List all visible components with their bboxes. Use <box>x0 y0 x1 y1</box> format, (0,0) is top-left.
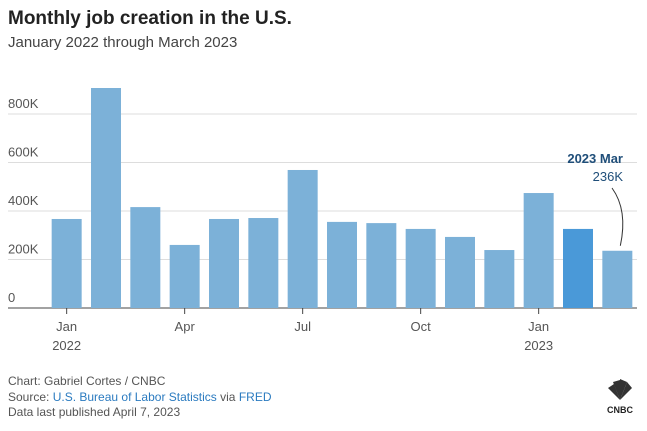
x-tick-label: Jan 2022 <box>52 319 81 353</box>
y-tick-label: 800K <box>8 96 39 111</box>
source-via: via <box>220 390 236 404</box>
value-label: 236K <box>593 169 624 184</box>
bar <box>523 193 554 308</box>
bar <box>366 223 397 308</box>
bar <box>51 218 82 308</box>
y-tick-label: 600K <box>8 144 39 159</box>
logo: CNBC <box>607 379 633 415</box>
source-prefix: Source: <box>8 390 49 404</box>
source-link[interactable]: U.S. Bureau of Labor Statistics <box>53 390 217 404</box>
chart-subtitle: January 2022 through March 2023 <box>8 34 237 51</box>
bar <box>169 244 200 308</box>
x-tick-label-line: Jan <box>56 319 77 334</box>
bar <box>91 88 121 308</box>
annotation-title: 2023 Mar <box>567 151 623 166</box>
bar <box>130 207 161 308</box>
x-tick-label-line: 2022 <box>52 338 81 353</box>
source-link[interactable]: FRED <box>239 390 272 404</box>
x-tick-label: Apr <box>175 319 196 334</box>
bar <box>209 218 239 308</box>
y-tick-label: 400K <box>8 193 39 208</box>
bar <box>445 236 475 308</box>
y-tick-label: 0 <box>8 290 15 305</box>
bar <box>405 228 436 308</box>
credit: Chart: Gabriel Cortes / CNBC <box>8 374 166 388</box>
bar <box>602 250 633 308</box>
published: Data last published April 7, 2023 <box>8 405 180 419</box>
bar <box>484 250 515 308</box>
bar <box>287 169 318 308</box>
y-tick-label: 200K <box>8 241 39 256</box>
bar <box>327 221 357 308</box>
x-tick-label-line: Jan <box>528 319 549 334</box>
annotation-line <box>611 187 624 246</box>
logo-text: CNBC <box>607 405 633 415</box>
source: Source: U.S. Bureau of Labor Statistics … <box>8 390 272 404</box>
x-tick-label-line: 2023 <box>524 338 553 353</box>
x-tick-label: Jan 2023 <box>524 319 553 353</box>
chart-title: Monthly job creation in the U.S. <box>8 8 292 29</box>
x-tick-label: Jul <box>294 319 311 334</box>
x-tick-label: Oct <box>411 319 432 334</box>
bar <box>563 228 593 308</box>
bar <box>248 218 279 308</box>
